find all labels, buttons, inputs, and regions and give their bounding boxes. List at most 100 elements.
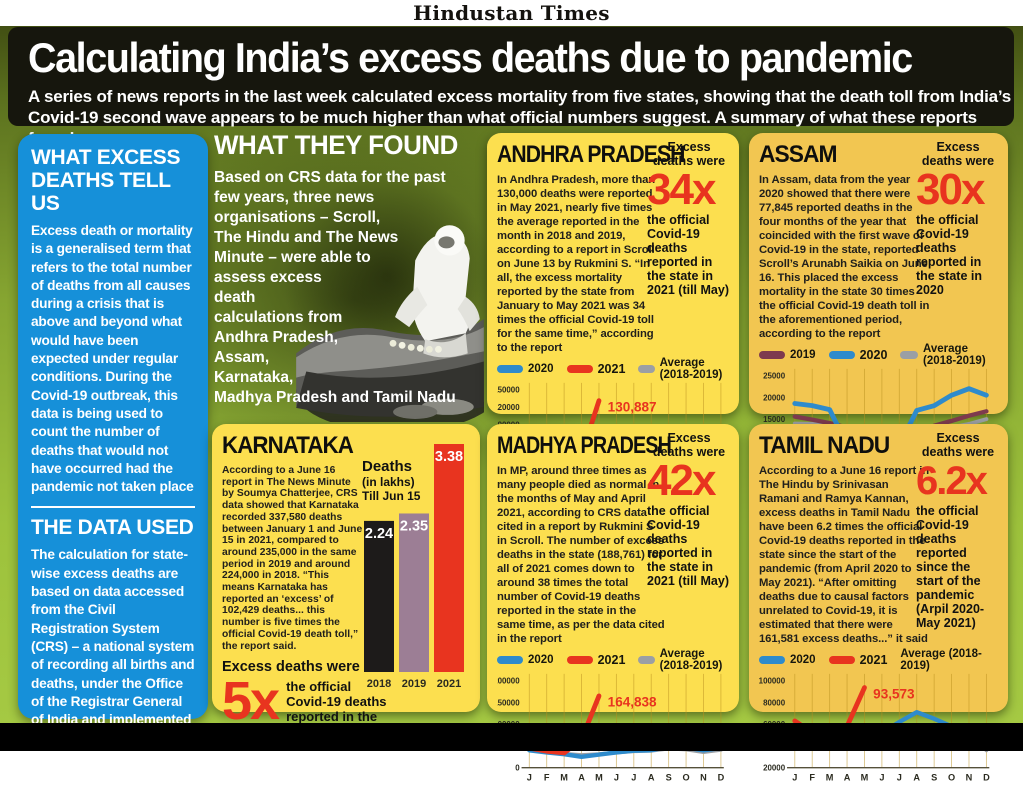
legend-pill <box>900 350 918 359</box>
excess-badge: Excess deaths were 6.2x the official Cov… <box>916 431 1000 630</box>
svg-text:A: A <box>913 772 920 782</box>
legend-item: Average (2018-2019) <box>900 647 982 672</box>
svg-text:200000: 200000 <box>497 677 520 686</box>
svg-text:2018: 2018 <box>367 678 391 690</box>
chart-legend: 2020 2021 Average (2018-2019) <box>497 357 729 381</box>
svg-text:20000: 20000 <box>763 393 786 402</box>
legend-item: 2020 <box>759 654 816 666</box>
svg-text:O: O <box>948 772 955 782</box>
panel-body: In Andhra Pradesh, more than 130,000 dea… <box>497 174 656 354</box>
svg-text:2021: 2021 <box>437 678 461 690</box>
svg-text:N: N <box>966 772 973 782</box>
legend-item: Average (2018-2019) <box>638 648 729 672</box>
svg-text:S: S <box>931 772 937 782</box>
legend-pill <box>759 350 785 359</box>
chart-legend: 2020 2021 Average (2018-2019) <box>759 648 998 672</box>
svg-text:F: F <box>809 772 815 782</box>
svg-text:2.24: 2.24 <box>365 526 393 542</box>
masthead-bar: Hindustan Times <box>0 0 1023 26</box>
svg-text:150000: 150000 <box>497 698 520 707</box>
legend-pill <box>497 655 523 664</box>
svg-text:A: A <box>844 772 851 782</box>
divider <box>31 506 195 509</box>
legend-item: 2020 <box>497 363 554 375</box>
legend-item: 2019 <box>759 349 816 361</box>
svg-text:20000: 20000 <box>763 764 786 773</box>
svg-text:130,887: 130,887 <box>608 399 657 414</box>
svg-text:A: A <box>578 772 585 782</box>
panel-what-excess-deaths-tell-us: WHAT EXCESS DEATHS TELL US Excess death … <box>18 134 208 764</box>
svg-text:120000: 120000 <box>497 403 520 412</box>
svg-text:J: J <box>792 772 797 782</box>
svg-text:150000: 150000 <box>497 386 520 395</box>
section-heading: THE DATA USED <box>31 516 194 540</box>
svg-text:M: M <box>826 772 834 782</box>
svg-text:J: J <box>631 772 636 782</box>
svg-text:J: J <box>879 772 884 782</box>
ppe-figure <box>395 225 480 358</box>
svg-text:D: D <box>718 772 725 782</box>
panel-what-they-found: WHAT THEY FOUND Based on CRS data for th… <box>214 130 482 422</box>
excess-badge: Excess deaths were 34x the official Covi… <box>647 140 731 297</box>
ppe-worker-burial-photo <box>296 225 484 422</box>
svg-text:2.35: 2.35 <box>400 518 428 534</box>
svg-text:15000: 15000 <box>763 415 786 424</box>
panel-title: ANDHRA PRADESH <box>497 141 685 168</box>
panel-body: In MP, around three times as many people… <box>497 465 665 645</box>
masthead-logo: Hindustan Times <box>413 1 610 25</box>
legend-pill <box>566 364 593 373</box>
section-body: Based on CRS data for the past few years… <box>214 169 456 406</box>
karnataka-deaths-bar-chart: Deaths (in lakhs) Till Jun 15 2.24 2018 2.… <box>360 434 472 700</box>
panel-body: According to a June 16 report in The New… <box>222 465 363 652</box>
multiplier-value: 34x <box>647 165 716 214</box>
panel-body: In Assam, data from the year 2020 showed… <box>759 174 930 340</box>
panel-title: MADHYA PRADESH <box>497 432 672 459</box>
legend-item: Average (2018-2019) <box>900 343 998 367</box>
svg-text:0: 0 <box>515 764 520 773</box>
legend-pill <box>566 655 593 664</box>
chart-legend: 2019 2020 Average (2018-2019) <box>759 343 998 367</box>
legend-pill <box>828 350 855 359</box>
panel-title: KARNATAKA <box>222 432 354 459</box>
svg-text:M: M <box>861 772 869 782</box>
svg-text:A: A <box>648 772 655 782</box>
legend-item: 2020 <box>497 654 554 666</box>
legend-item: 2020 <box>828 348 887 362</box>
legend-pill <box>497 364 523 373</box>
legend-pill <box>759 655 785 664</box>
multiplier-value: 6.2x <box>916 459 988 503</box>
page-title: Calculating India’s excess deaths due to… <box>28 34 913 81</box>
svg-text:80000: 80000 <box>763 698 786 707</box>
panel-title: TAMIL NADU <box>759 432 890 459</box>
excess-lead: Excess deaths were <box>222 659 360 676</box>
panel-title: ASSAM <box>759 141 838 168</box>
svg-text:O: O <box>682 772 689 782</box>
svg-text:M: M <box>595 772 603 782</box>
excess-badge: Excess deaths were 42x the official Covi… <box>647 431 731 588</box>
legend-pill <box>828 655 855 664</box>
legend-item: 2021 <box>566 362 625 376</box>
garland <box>389 339 442 353</box>
svg-text:3.38: 3.38 <box>435 449 463 465</box>
svg-text:164,838: 164,838 <box>608 695 657 710</box>
panel-andhra-pradesh: ANDHRA PRADESH Excess deaths were 34x th… <box>487 133 739 491</box>
multiplier-value: 5x <box>222 671 280 732</box>
svg-text:93,573: 93,573 <box>873 686 915 701</box>
legend-item: 2021 <box>566 653 625 667</box>
legend-item: 2021 <box>828 653 887 667</box>
panel-madhya-pradesh: MADHYA PRADESH Excess deaths were 42x th… <box>487 424 739 782</box>
legend-pill <box>638 364 655 373</box>
section-body: Excess death or mortality is a generalis… <box>31 223 194 495</box>
legend-pill <box>638 655 655 664</box>
chart-legend: 2020 2021 Average (2018-2019) <box>497 648 729 672</box>
multiplier-value: 30x <box>916 165 985 214</box>
svg-text:25000: 25000 <box>763 372 786 381</box>
svg-text:F: F <box>544 772 550 782</box>
svg-text:100000: 100000 <box>759 677 786 686</box>
svg-text:J: J <box>614 772 619 782</box>
legend-item: Average (2018-2019) <box>638 357 729 381</box>
panel-body: According to a June 16 report in The Hin… <box>759 465 930 645</box>
svg-text:J: J <box>897 772 902 782</box>
panel-assam: ASSAM Excess deaths were 30x the officia… <box>749 133 1008 477</box>
